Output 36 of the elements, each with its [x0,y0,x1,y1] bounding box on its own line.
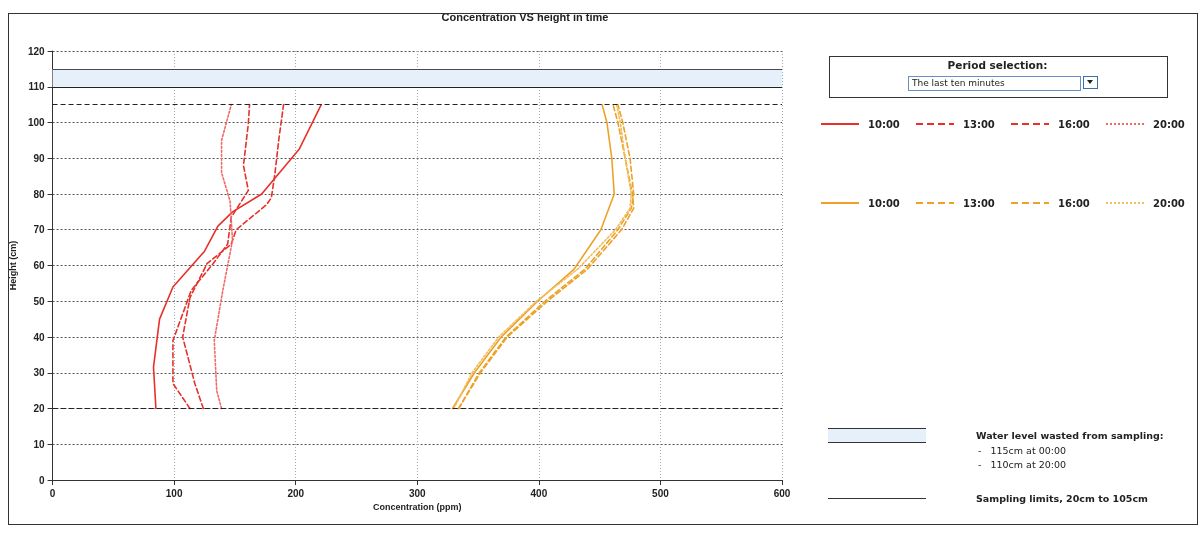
y-tick-label: 110 [28,81,46,93]
x-tick-label: 400 [530,487,548,499]
text: - 115cm at 00:00 [978,445,1067,456]
y-tick-label: 60 [33,260,46,271]
y-tick-label: 10 [33,438,46,450]
legend-label: 20:00 [1153,197,1185,209]
x-tick-label: 500 [652,487,670,499]
text: Water level wasted from sampling: [976,430,1164,441]
y-tick-label: 50 [33,295,46,307]
legend-label: 16:00 [1058,118,1090,130]
y-tick-label: 100 [27,117,46,128]
y-tick-label: 80 [33,188,46,200]
y-axis-title: Height (cm) [7,240,18,291]
legend-label: 13:00 [963,118,995,130]
x-axis-title: Concentration (ppm) [373,502,462,513]
text: Period selection: [946,59,1049,71]
x-tick-label: 600 [773,487,791,499]
legend-label: 10:00 [868,197,900,209]
text: Sampling limits, 20cm to 105cm [976,493,1148,504]
legend-label: 20:00 [1153,118,1185,130]
y-tick-label: 40 [33,331,46,343]
y-tick-label: 120 [27,45,46,57]
y-tick-label: 70 [33,224,46,236]
y-tick-label: 30 [33,367,46,379]
x-tick-label: 0 [49,487,56,499]
x-tick-label: 200 [287,487,305,499]
legend-label: 13:00 [963,197,995,209]
x-tick-label: 100 [165,487,183,499]
text: - 110cm at 20:00 [978,459,1067,470]
y-tick-label: 0 [39,474,46,486]
legend-label: 10:00 [868,118,900,130]
y-tick-label: 90 [33,152,46,164]
x-tick-label: 300 [408,487,427,499]
legend-label: 16:00 [1058,197,1090,209]
y-tick-label: 20 [33,403,46,414]
text: The last ten minutes [908,76,1081,91]
